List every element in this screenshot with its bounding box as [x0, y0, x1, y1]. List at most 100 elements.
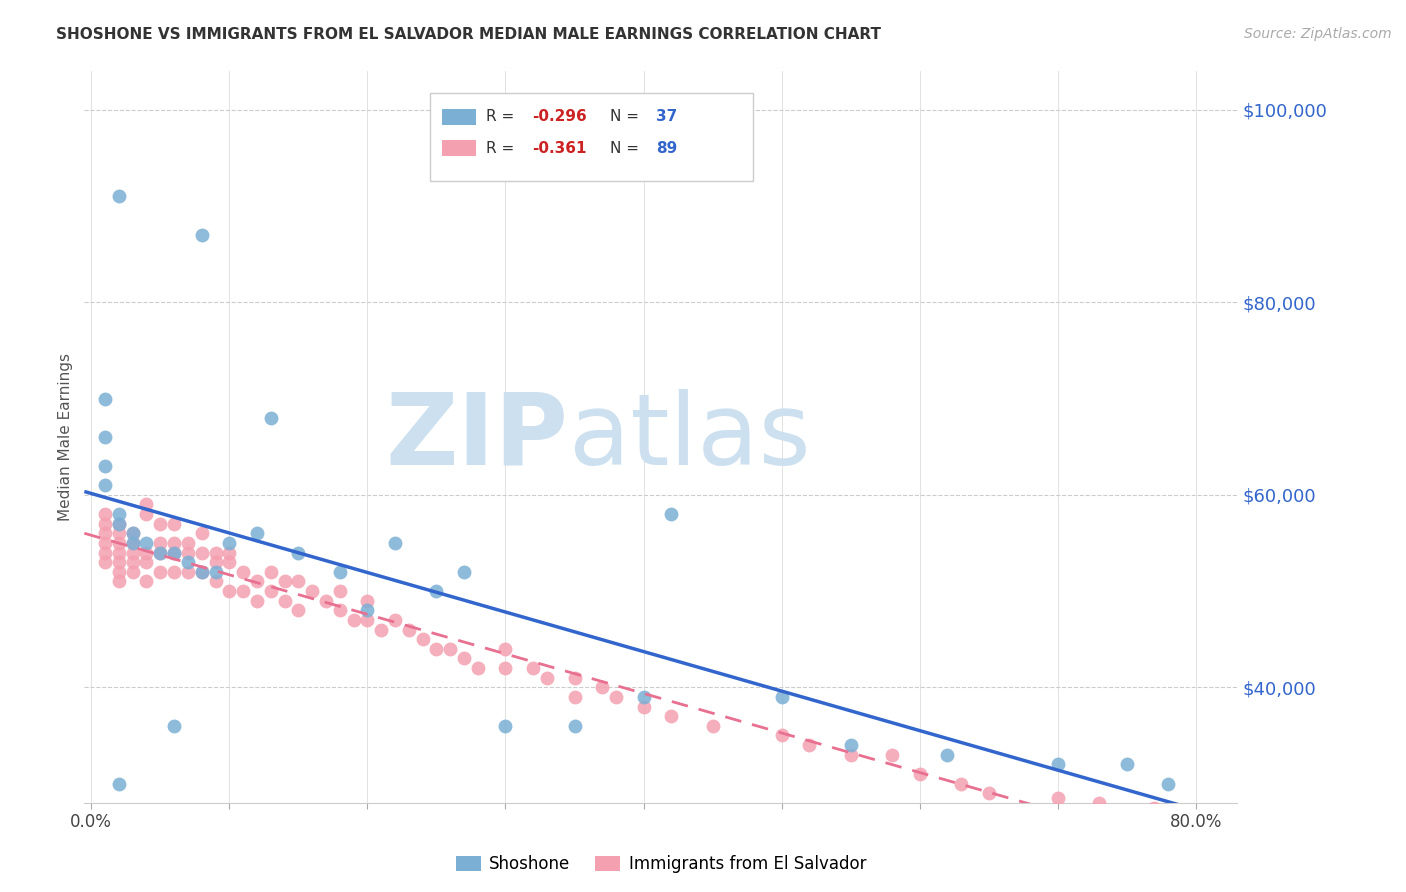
Point — [260, 410, 283, 425]
Point — [273, 593, 295, 607]
Point — [839, 738, 862, 752]
Point — [301, 584, 323, 599]
Point — [287, 603, 309, 617]
Point — [163, 719, 186, 733]
Point — [149, 536, 172, 550]
Point — [149, 516, 172, 531]
Point — [702, 719, 724, 733]
Point — [287, 574, 309, 589]
Point — [564, 690, 586, 704]
Point — [149, 545, 172, 559]
Point — [936, 747, 959, 762]
Point — [108, 516, 131, 531]
Point — [94, 545, 117, 559]
Point — [163, 565, 186, 579]
Point — [204, 555, 226, 569]
Point — [190, 565, 212, 579]
Point — [329, 603, 352, 617]
Point — [246, 574, 269, 589]
Text: -0.361: -0.361 — [531, 141, 586, 156]
Point — [384, 613, 406, 627]
Point — [108, 507, 131, 521]
Point — [190, 545, 212, 559]
Point — [135, 507, 157, 521]
Point — [536, 671, 558, 685]
Point — [163, 536, 186, 550]
Point — [218, 555, 240, 569]
Point — [190, 227, 212, 242]
Point — [260, 565, 283, 579]
Point — [260, 584, 283, 599]
Point — [246, 526, 269, 541]
Point — [94, 526, 117, 541]
Point — [94, 478, 117, 492]
Point — [108, 189, 131, 203]
Point — [94, 555, 117, 569]
Point — [412, 632, 434, 647]
Point — [605, 690, 627, 704]
Point — [204, 545, 226, 559]
Point — [108, 536, 131, 550]
Point — [329, 584, 352, 599]
Point — [232, 584, 254, 599]
Point — [108, 565, 131, 579]
Point — [591, 681, 613, 695]
Point — [177, 536, 200, 550]
Point — [356, 603, 378, 617]
Point — [564, 671, 586, 685]
Text: -0.296: -0.296 — [531, 109, 586, 124]
Point — [384, 536, 406, 550]
Point — [425, 584, 447, 599]
Point — [659, 507, 682, 521]
Point — [1143, 800, 1166, 814]
Point — [94, 536, 117, 550]
FancyBboxPatch shape — [441, 140, 477, 156]
Text: N =: N = — [610, 109, 644, 124]
Point — [950, 776, 973, 790]
Text: N =: N = — [610, 141, 644, 156]
Point — [522, 661, 544, 675]
Point — [329, 565, 352, 579]
Point — [177, 565, 200, 579]
Point — [799, 738, 821, 752]
Point — [467, 661, 489, 675]
Point — [94, 516, 117, 531]
Point — [135, 498, 157, 512]
Point — [633, 699, 655, 714]
Point — [880, 747, 903, 762]
Point — [218, 545, 240, 559]
Point — [108, 555, 131, 569]
Point — [356, 613, 378, 627]
Point — [94, 430, 117, 444]
Point — [1088, 796, 1111, 810]
Point — [108, 526, 131, 541]
Point — [121, 545, 143, 559]
Text: 89: 89 — [657, 141, 678, 156]
Y-axis label: Median Male Earnings: Median Male Earnings — [58, 353, 73, 521]
Text: R =: R = — [485, 141, 519, 156]
Point — [977, 786, 1000, 800]
Point — [439, 641, 461, 656]
Point — [453, 565, 475, 579]
Point — [659, 709, 682, 723]
Point — [108, 516, 131, 531]
Point — [135, 574, 157, 589]
Point — [398, 623, 420, 637]
Point — [108, 574, 131, 589]
Point — [204, 565, 226, 579]
Point — [1046, 791, 1069, 805]
Point — [218, 584, 240, 599]
Point — [1115, 757, 1137, 772]
Point — [135, 536, 157, 550]
Point — [495, 641, 517, 656]
Point — [232, 565, 254, 579]
Point — [770, 690, 793, 704]
Point — [908, 767, 931, 781]
Point — [495, 719, 517, 733]
Point — [218, 536, 240, 550]
Text: SHOSHONE VS IMMIGRANTS FROM EL SALVADOR MEDIAN MALE EARNINGS CORRELATION CHART: SHOSHONE VS IMMIGRANTS FROM EL SALVADOR … — [56, 27, 882, 42]
Point — [121, 565, 143, 579]
Point — [287, 545, 309, 559]
Point — [564, 719, 586, 733]
Point — [94, 507, 117, 521]
